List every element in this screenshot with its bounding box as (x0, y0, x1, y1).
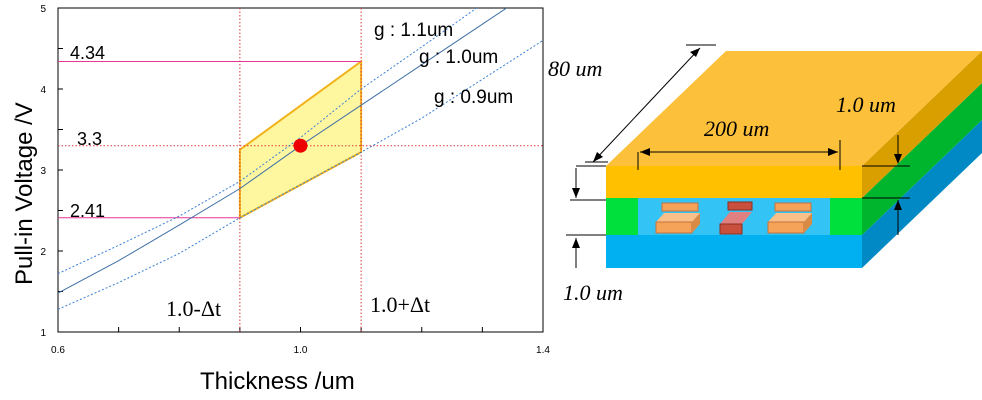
series-label-g11: g : 1.1um (374, 20, 453, 41)
electrode-1-top (656, 213, 700, 222)
spacer-right-front (830, 198, 862, 235)
nominal-point-marker (293, 138, 308, 153)
nominal-marker-layer (293, 138, 308, 153)
t-plus-label: 1.0+Δt (370, 292, 430, 317)
pull-in-voltage-chart: 0.6 1.0 1.4 1 2 3 4 5 4.34 3.3 2.41 1.0-Δt 1.0+… (11, 4, 550, 395)
electrode-upper-1 (661, 202, 699, 212)
arrowhead (894, 200, 902, 210)
series-label-g09: g : 0.9um (434, 87, 513, 108)
chart-text-layer: 4.34 3.3 2.41 1.0-Δt 1.0+Δt g : 1.1um g … (11, 20, 513, 395)
electrode-3 (719, 223, 743, 235)
x-tick-label: 0.6 (51, 345, 65, 356)
arrowhead (572, 188, 580, 198)
x-tick-label: 1.0 (294, 345, 308, 356)
spacer-side-face (862, 83, 982, 235)
arrowhead (593, 152, 603, 162)
electrode-2-side (804, 213, 812, 233)
series-label-g10: g : 1.0um (419, 47, 498, 68)
y-tick-label: 2 (40, 247, 46, 258)
t-minus-label: 1.0-Δt (166, 296, 221, 321)
electrode-1 (655, 221, 693, 234)
membrane-top-face (606, 51, 982, 166)
v-max-label: 4.34 (70, 43, 105, 63)
membrane-front-face (606, 166, 862, 198)
arrowhead (690, 48, 700, 57)
x-tick-label: 1.4 (536, 345, 550, 356)
y-tick-label: 1 (40, 328, 46, 339)
series-line-g11 (58, 8, 478, 275)
length-label: 80 um (548, 56, 602, 81)
y-tick-label: 4 (40, 85, 46, 96)
arrowhead (572, 238, 580, 248)
bottom-thickness-label: 1.0 um (563, 280, 623, 305)
x-axis-title: Thickness /um (200, 368, 355, 395)
length-dim-line (592, 47, 701, 163)
electrode-1-side (692, 213, 700, 233)
electrode-upper-2 (727, 201, 753, 211)
arrowhead (828, 148, 838, 156)
electrode-3-top (720, 212, 752, 224)
y-axis-title: Pull-in Voltage /V (11, 102, 38, 285)
v-nom-label: 3.3 (77, 129, 102, 149)
electrode-2 (767, 221, 805, 234)
spacer-left-front (606, 198, 638, 235)
y-tick-label: 5 (40, 4, 46, 15)
top-thickness-label: 1.0 um (836, 92, 896, 117)
base-front-face (606, 235, 862, 268)
arrowhead (894, 154, 902, 164)
electrode-2-top (768, 213, 812, 222)
electrode-upper-3 (774, 202, 812, 212)
arrowhead (640, 148, 650, 156)
y-tick-label: 3 (40, 166, 46, 177)
dimension-arrows (572, 48, 902, 248)
electrodes (655, 201, 812, 235)
dimension-lines (566, 44, 910, 268)
series-line-g09 (58, 39, 543, 310)
membrane-side-face (862, 51, 982, 198)
width-label: 200 um (704, 116, 769, 141)
device-structure-diagram: 80 um 200 um 1.0 um 1.0 um (548, 44, 982, 305)
v-min-label: 2.41 (70, 201, 105, 221)
base-side-face (862, 120, 982, 268)
